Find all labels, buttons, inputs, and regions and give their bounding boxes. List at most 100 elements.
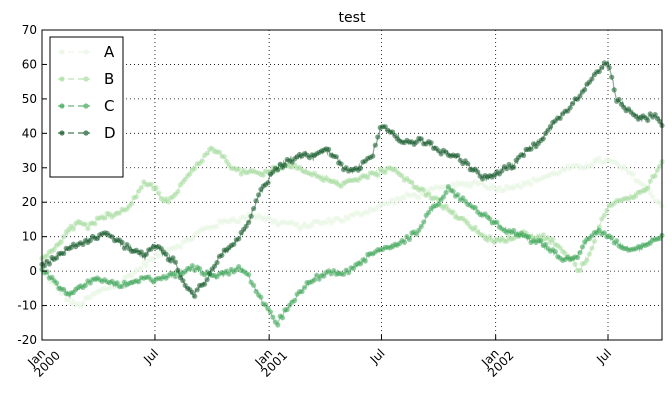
- data-point-C: [543, 241, 549, 248]
- data-point-B: [504, 238, 510, 244]
- data-point-C: [299, 289, 305, 295]
- data-point-D: [528, 146, 534, 152]
- data-point-B: [409, 180, 415, 186]
- data-point-A: [392, 200, 398, 206]
- data-point-A: [589, 162, 595, 168]
- data-point-D: [270, 169, 276, 175]
- data-point-A: [156, 253, 162, 259]
- data-point-B: [382, 169, 388, 175]
- legend-item-A: A: [58, 43, 115, 61]
- data-point-C: [226, 271, 232, 277]
- data-point-D: [511, 164, 517, 170]
- data-point-A: [562, 167, 568, 173]
- data-point-D: [413, 139, 419, 145]
- legend-marker: [83, 103, 89, 109]
- data-point-C: [236, 264, 242, 270]
- data-point-C: [526, 234, 532, 240]
- y-tick-label: 70: [22, 23, 37, 37]
- data-point-D: [256, 192, 262, 198]
- data-point-C: [418, 223, 424, 230]
- data-point-B: [129, 201, 135, 207]
- data-point-C: [114, 280, 120, 286]
- grid: [42, 30, 662, 340]
- data-point-C: [270, 314, 276, 320]
- data-point-D: [119, 239, 125, 245]
- data-point-D: [80, 241, 86, 247]
- data-point-B: [604, 207, 610, 214]
- data-point-C: [413, 231, 419, 237]
- legend-item-D: D: [58, 124, 116, 142]
- data-point-A: [66, 296, 72, 302]
- data-point-C: [579, 244, 586, 250]
- data-point-C: [136, 279, 142, 285]
- data-point-D: [180, 278, 186, 284]
- data-point-D: [282, 162, 288, 168]
- data-point-C: [119, 283, 125, 289]
- data-point-B: [426, 191, 432, 197]
- data-point-B: [82, 221, 88, 227]
- data-point-B: [51, 246, 57, 252]
- data-point-D: [253, 198, 259, 204]
- data-point-C: [246, 272, 252, 278]
- data-point-D: [465, 161, 471, 167]
- data-point-A: [647, 189, 653, 195]
- data-point-D: [121, 245, 128, 251]
- data-point-D: [333, 154, 339, 160]
- data-point-C: [596, 227, 602, 233]
- data-point-C: [87, 280, 93, 286]
- data-point-D: [599, 64, 605, 70]
- data-point-B: [450, 209, 456, 215]
- y-tick-label: 0: [29, 264, 37, 278]
- x-tick-label: Jul: [593, 346, 614, 367]
- data-point-B: [589, 245, 595, 251]
- data-point-D: [326, 146, 332, 152]
- data-point-D: [236, 236, 242, 242]
- x-tick-label-line: Jul: [593, 346, 614, 367]
- data-point-D: [231, 241, 237, 247]
- data-point-C: [601, 230, 607, 236]
- data-point-C: [614, 238, 620, 244]
- data-point-B: [657, 163, 663, 169]
- data-point-D: [504, 166, 510, 172]
- data-point-D: [645, 117, 651, 123]
- data-point-C: [450, 188, 456, 194]
- data-point-D: [275, 167, 281, 173]
- data-point-C: [251, 282, 257, 288]
- data-point-D: [194, 287, 200, 293]
- data-point-D: [540, 136, 546, 142]
- data-point-B: [192, 165, 198, 172]
- data-point-C: [487, 216, 493, 222]
- data-point-B: [204, 150, 210, 156]
- data-point-D: [521, 152, 527, 159]
- data-point-B: [443, 203, 449, 209]
- y-tick-label: 40: [22, 126, 37, 140]
- y-tick-label: -10: [17, 299, 37, 313]
- data-point-D: [652, 112, 658, 118]
- data-point-C: [538, 238, 544, 244]
- data-point-D: [87, 237, 93, 244]
- chart-title: test: [339, 10, 366, 26]
- legend-marker: [83, 76, 89, 82]
- y-tick-label: -20: [17, 333, 37, 347]
- legend-marker: [59, 103, 65, 109]
- data-point-D: [375, 134, 381, 140]
- data-point-D: [243, 223, 249, 229]
- data-point-B: [562, 250, 568, 256]
- data-point-D: [204, 277, 210, 283]
- data-point-D: [219, 252, 225, 258]
- data-point-B: [138, 185, 144, 191]
- data-point-D: [372, 142, 378, 148]
- data-point-B: [545, 235, 551, 241]
- data-point-C: [172, 273, 178, 280]
- data-point-C: [609, 235, 615, 241]
- legend-item-C: C: [58, 97, 114, 115]
- data-point-C: [189, 263, 195, 269]
- data-point-D: [616, 96, 622, 103]
- data-point-C: [82, 282, 88, 288]
- data-point-B: [591, 238, 598, 244]
- data-point-D: [475, 169, 481, 175]
- data-point-B: [70, 226, 76, 232]
- data-point-D: [567, 105, 573, 111]
- data-point-B: [92, 221, 98, 227]
- data-point-D: [246, 219, 252, 225]
